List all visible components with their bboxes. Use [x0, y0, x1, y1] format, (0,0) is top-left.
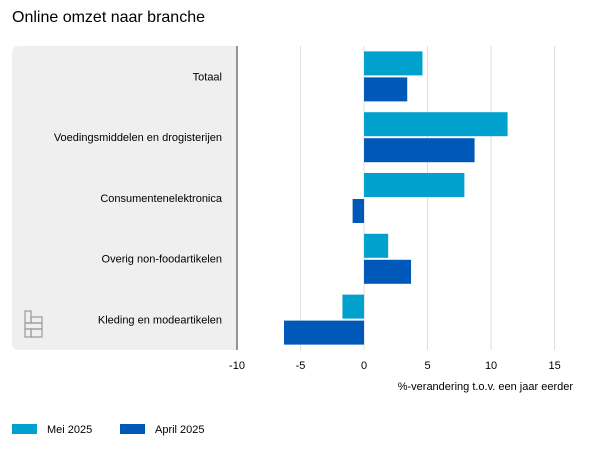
x-tick-label: 10: [485, 360, 497, 372]
category-label: Consumentenelektronica: [100, 193, 223, 205]
label-panel: [12, 46, 252, 350]
bar: [364, 173, 465, 197]
legend-label: Mei 2025: [47, 424, 92, 436]
x-tick-label: -5: [296, 360, 306, 372]
bar: [364, 77, 408, 102]
bar: [284, 320, 365, 345]
logo: [24, 310, 43, 338]
bar: [364, 233, 389, 258]
panel-mask: [237, 46, 257, 350]
legend-swatch: [120, 424, 145, 434]
category-label: Kleding en modeartikelen: [98, 315, 222, 327]
bar: [364, 138, 475, 163]
x-tick-label: 0: [361, 360, 367, 372]
x-tick-label: 5: [424, 360, 430, 372]
x-tick-label: -10: [229, 360, 245, 372]
legend-swatch: [12, 424, 37, 434]
category-label: Totaal: [193, 71, 222, 83]
bar: [342, 294, 365, 319]
legend-label: April 2025: [155, 424, 205, 436]
x-axis-label: %-verandering t.o.v. een jaar eerder: [398, 381, 574, 393]
bar: [364, 112, 508, 137]
x-tick-label: 15: [548, 360, 560, 372]
bar: [352, 199, 365, 223]
bar: [364, 51, 423, 76]
category-label: Voedingsmiddelen en drogisterijen: [54, 132, 222, 144]
category-label: Overig non-foodartikelen: [102, 254, 222, 266]
chart-title: Online omzet naar branche: [12, 9, 205, 26]
bar: [364, 259, 412, 284]
